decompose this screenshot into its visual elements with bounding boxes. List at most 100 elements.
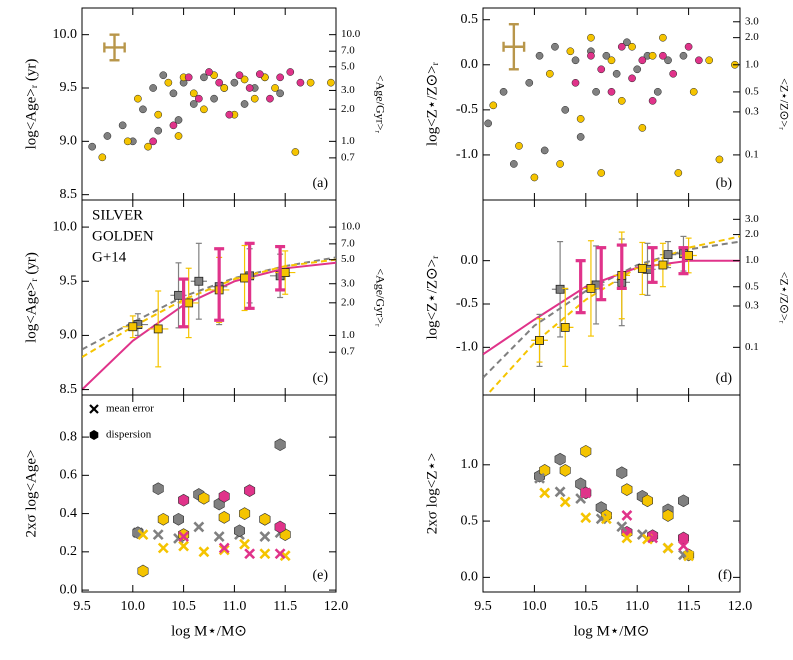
scatter-point [169,89,178,98]
square-point [535,335,544,345]
y2-tick-label: 0.3 [745,105,759,117]
scatter-point [674,169,683,177]
scatter-point [659,51,667,60]
scatter-point [638,56,647,65]
y2-tick-label: 0.7 [341,151,355,163]
square-point [586,283,596,293]
scatter-point [174,116,183,124]
cross-stroke [621,532,633,544]
scatter-point [669,69,678,78]
hexagon-point [244,484,256,497]
scatter-point [612,69,621,78]
square-point [560,322,570,332]
hexagon-point [234,524,245,538]
cross-point [152,529,164,541]
plot-area [483,231,740,395]
cross-point [239,538,250,550]
panel-label: (a) [312,176,328,191]
plot-frame [482,394,741,593]
cross-point [178,531,190,542]
cross-stroke [580,512,592,524]
hexagon-point [274,520,286,534]
cross-point [600,513,612,525]
scatter-point [159,71,168,80]
scatter-point [291,148,300,156]
y2-tick-label: 3.0 [341,277,355,289]
scatter-point [174,132,183,140]
scatter-point [88,142,97,151]
scatter-point [587,51,595,60]
scatter-point [535,51,544,60]
hexagon-point [178,493,190,507]
plot-frame [482,7,741,201]
scatter-point [215,78,224,87]
scatter-point [154,110,163,119]
scatter-point [607,56,616,65]
scatter-point [189,89,198,98]
cross-point [559,496,571,508]
square-point [658,260,668,270]
y-tick-label: 8.5 [60,187,78,202]
scatter-point [679,51,688,60]
cross-stroke [218,542,230,554]
y-axis-title: 2xσ log<Age> [23,450,39,538]
x-tick-label: 10.0 [522,599,547,614]
typical-error [103,33,126,62]
scatter-point [489,101,498,110]
scatter-point [628,42,636,51]
x-tick-label: 9.5 [474,599,492,614]
hexagon-point [616,466,628,480]
scatter-point [240,100,249,108]
y-tick-label: 9.0 [60,328,78,343]
cross-stroke [678,540,689,552]
plot-area [533,444,695,562]
cross-point [678,540,689,552]
scatter-point [266,94,274,103]
y2-tick-label: 3.0 [341,84,355,96]
cross-stroke [279,550,291,562]
cross-stroke [259,548,271,560]
y-tick-label: 0.0 [461,57,479,72]
cross-stroke [554,486,566,498]
square-point [128,322,138,332]
scatter-point [715,155,724,164]
scatter-point [276,89,284,98]
scatter-point [509,160,518,168]
hexagon-point [559,464,571,477]
fit-curve [82,256,336,351]
legend-marker [89,404,99,414]
scatter-point [306,78,315,87]
cross-stroke [539,487,551,499]
y2-tick-label: 2.0 [341,296,355,308]
cross-point [218,542,230,554]
hexagon-point [259,512,271,526]
y2-tick-label: 0.7 [341,346,355,358]
y-error-bar [178,277,189,329]
y-tick-label: 10.0 [53,27,78,42]
cross-stroke [178,531,190,542]
y2-tick-label: 1.0 [745,58,759,70]
y2-tick-label: 3.0 [745,15,759,27]
y2-tick-label: 5.0 [341,60,355,72]
y2-tick-label: 5.0 [341,253,355,265]
legend-label: GOLDEN [92,228,154,244]
y-axis-title: log<Z⋆/Z⊙>ᵣ [424,255,440,340]
scatter-point [633,65,642,74]
cross-stroke [647,532,659,544]
scatter-point [659,33,667,42]
panel-label: (b) [716,176,733,191]
fit-curve [485,235,740,395]
y-error-bar [575,259,586,315]
scatter-point [617,96,626,105]
cross-stroke [213,531,225,542]
square-point [684,251,693,260]
y-error-bar [244,241,255,310]
scatter-point [271,84,279,92]
scatter-point [220,84,229,92]
y-tick-label: 0.6 [60,468,78,483]
cross-point [683,550,695,562]
y2-tick-label: 2.0 [745,228,759,240]
scatter-point [327,78,335,87]
scatter-point [230,78,239,87]
